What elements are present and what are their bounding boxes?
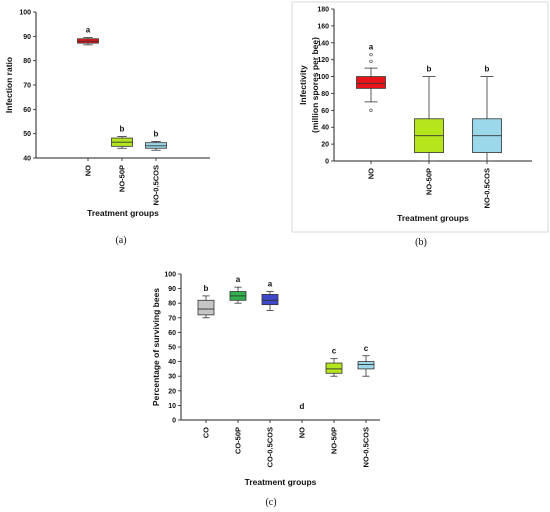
category-label: NO-50P [118, 165, 127, 192]
significance-letter: b [154, 129, 159, 138]
y-tick-label: 20 [321, 142, 329, 149]
y-tick-label: 140 [317, 40, 329, 47]
y-axis-title: Infectivity [298, 65, 308, 105]
category-label: NO-0.5COS [152, 165, 161, 205]
y-tick-label: 160 [317, 23, 329, 30]
box-iqr [356, 76, 386, 89]
significance-letter: a [86, 26, 91, 35]
box-no: NO d [298, 402, 307, 438]
panel-label: (a) [115, 235, 126, 246]
panel-label: (c) [265, 497, 276, 508]
y-tick-label: 90 [168, 286, 176, 293]
panel-c: 0 10 20 30 40 50 60 70 80 90 100 Percentage of surv… [151, 272, 380, 508]
box-no-50p: NO-50P c [325, 347, 343, 454]
y-tick-label: 80 [23, 58, 31, 65]
significance-letter: b [485, 65, 490, 74]
category-label: CO-0.5COS [266, 427, 275, 467]
panel-b: 0 20 40 60 80 100 120 140 160 180 Infectivity (mill… [298, 7, 532, 248]
x-axis-title: Treatment groups [245, 477, 317, 487]
significance-letter: c [364, 344, 369, 353]
box-co-0-5cos: CO-0.5COS a [261, 280, 279, 467]
box-co-50p: CO-50P a [229, 275, 247, 454]
y-tick-label: 80 [168, 301, 176, 308]
significance-letter: a [236, 275, 241, 284]
outlier-point [369, 108, 373, 112]
y-tick-label: 180 [317, 7, 329, 14]
category-label: NO-0.5COS [362, 427, 371, 467]
y-tick-label: 30 [168, 374, 176, 381]
x-axis-title: Treatment groups [87, 208, 159, 218]
y-tick-label: 80 [321, 91, 329, 98]
significance-letter: a [369, 43, 374, 52]
y-tick-label: 20 [168, 388, 176, 395]
y-tick-label: 0 [325, 159, 329, 166]
box-no-50p: NO-50P b [414, 65, 444, 195]
y-axis-title: Infection ratio [4, 57, 14, 113]
box-no-50p: NO-50P b [111, 125, 133, 192]
y-tick-label: 60 [23, 107, 31, 114]
box-iqr [357, 361, 375, 370]
y-axis-title: Percentage of surviving bees [151, 288, 161, 406]
panel-a: 40 50 60 70 80 90 100 Infection ratio NO a NO-50P b… [4, 10, 210, 246]
y-tick-label: 120 [317, 57, 329, 64]
y-axis-subtitle: (million spores per bee) [310, 37, 320, 133]
y-tick-label: 40 [23, 156, 31, 163]
significance-letter: d [300, 402, 305, 411]
y-tick-label: 40 [168, 359, 176, 366]
category-label: CO-50P [234, 427, 243, 454]
outlier-point [369, 59, 373, 64]
box-no: NO a [77, 26, 99, 176]
y-tick-label: 10 [168, 403, 176, 410]
category-label: NO-0.5COS [483, 168, 492, 208]
box-no-0-5cos: NO-0.5COS c [357, 344, 375, 467]
category-label: NO-50P [425, 168, 434, 195]
significance-letter: b [204, 284, 209, 293]
y-tick-label: 90 [23, 34, 31, 41]
y-tick-label: 100 [164, 272, 176, 279]
y-tick-label: 70 [168, 315, 176, 322]
y-tick-label: 100 [19, 10, 31, 17]
significance-letter: a [268, 280, 273, 289]
category-label: NO [84, 165, 93, 176]
panel-label: (b) [415, 237, 427, 248]
significance-letter: c [332, 347, 337, 356]
box-co: CO b [197, 284, 215, 438]
panel-b-frame [291, 1, 549, 233]
box-iqr [325, 362, 343, 374]
y-tick-label: 60 [168, 330, 176, 337]
category-label: NO [298, 427, 307, 438]
box-no-0-5cos: NO-0.5COS b [472, 65, 502, 208]
significance-letter: b [120, 125, 125, 134]
category-label: NO [367, 168, 376, 179]
box-no-0-5cos: NO-0.5COS b [145, 129, 167, 205]
category-label: CO [202, 427, 211, 438]
y-tick-label: 50 [168, 345, 176, 352]
y-tick-label: 40 [321, 125, 329, 132]
y-tick-label: 100 [317, 74, 329, 81]
y-tick-label: 0 [172, 418, 176, 425]
y-tick-label: 70 [23, 83, 31, 90]
y-tick-label: 50 [23, 131, 31, 138]
category-label: NO-50P [330, 427, 339, 454]
y-tick-label: 60 [321, 108, 329, 115]
x-axis-title: Treatment groups [397, 213, 469, 223]
box-iqr [197, 299, 215, 316]
significance-letter: b [427, 65, 432, 74]
outlier-point [369, 52, 373, 57]
box-no: NO a [356, 43, 386, 179]
box-iqr [261, 294, 279, 306]
